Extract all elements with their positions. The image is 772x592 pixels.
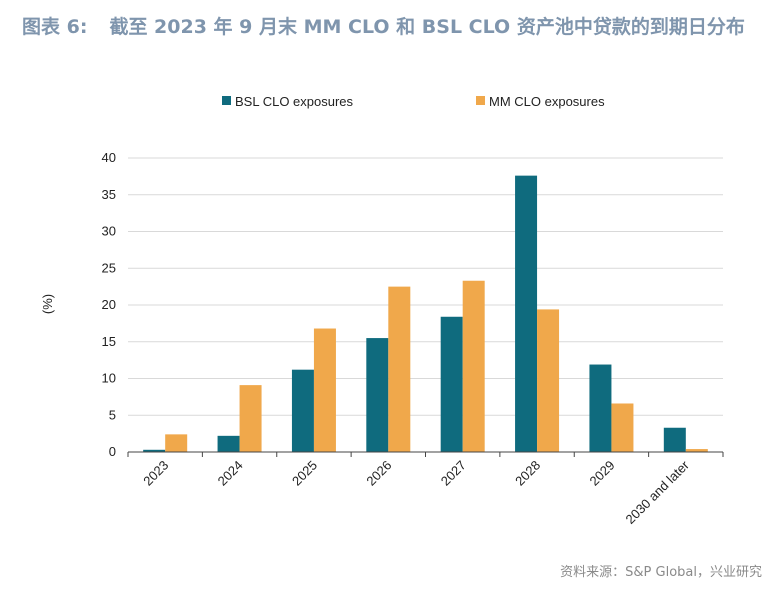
bar-mm [537,309,560,452]
bar-bsl [143,449,166,452]
x-tick-label: 2028 [512,458,543,489]
y-tick-label: 20 [102,297,116,312]
y-tick-label: 25 [102,260,116,275]
bar-bsl [515,175,538,452]
source-note: 资料来源：S&P Global，兴业研究 [560,565,762,580]
y-tick-label: 10 [102,371,116,386]
bar-bsl [217,435,240,452]
x-tick-label: 2029 [587,458,618,489]
bar-mm [388,286,411,452]
bar-mm [239,385,262,452]
bar-bsl [366,338,389,452]
bars [143,175,708,452]
y-axis-label: (%) [40,294,55,314]
legend-label-bsl: BSL CLO exposures [235,94,354,109]
figure-number: 图表 6: [22,16,88,38]
gridlines [128,157,723,416]
bar-mm [685,449,708,452]
x-tick-label: 2026 [363,458,394,489]
y-tick-label: 15 [102,334,116,349]
x-tick-label: 2024 [215,458,246,489]
x-tick-label: 2025 [289,458,320,489]
axes [127,451,724,457]
legend-swatch-bsl [222,96,231,105]
y-tick-label: 30 [102,224,116,239]
legend: BSL CLO exposures MM CLO exposures [222,94,605,109]
bar-bsl [440,316,463,452]
bar-bsl [291,369,314,452]
bar-mm [165,434,188,452]
x-tick-label: 2027 [438,458,469,489]
y-tick-label: 0 [109,444,116,459]
y-tick-label: 40 [102,150,116,165]
legend-label-mm: MM CLO exposures [489,94,605,109]
y-tick-label: 5 [109,407,116,422]
legend-swatch-mm [476,96,485,105]
bar-mm [462,280,485,452]
bar-bsl [589,364,612,452]
figure-title-text: 截至 2023 年 9 月末 MM CLO 和 BSL CLO 资产池中贷款的到… [109,16,745,38]
y-tick-label: 35 [102,187,116,202]
bar-mm [611,403,634,452]
x-tick-label: 2030 and later [623,457,693,527]
y-tick-labels: 0 5 10 15 20 25 30 35 40 [102,150,116,459]
bar-mm [313,328,336,452]
figure-title: 图表 6: 截至 2023 年 9 月末 MM CLO 和 BSL CLO 资产池… [22,12,745,39]
x-tick-label: 2023 [140,458,171,489]
bar-bsl [663,427,686,452]
x-tick-labels: 2023 2024 2025 2026 2027 2028 2029 2030 and lat… [140,457,692,527]
